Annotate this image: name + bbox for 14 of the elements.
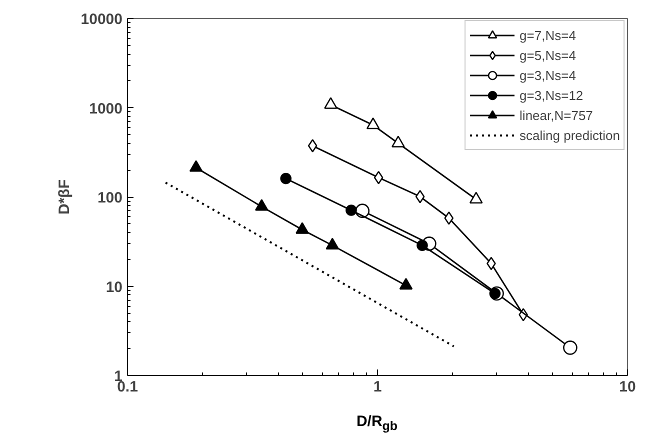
legend-label: g=5,Ns=4: [520, 48, 576, 62]
y-tick-label: 10000: [80, 11, 123, 28]
legend-label: g=3,Ns=12: [520, 88, 584, 102]
legend-label: scaling prediction: [520, 128, 620, 142]
y-tick-label: 100: [97, 190, 123, 206]
legend-label: g=7,Ns=4: [520, 28, 576, 42]
x-axis-title: D/R$_{gb}$: [356, 412, 398, 435]
y-tick-label: 10: [106, 278, 123, 296]
legend-label: g=3,Ns=4: [520, 68, 576, 82]
y-axis-title: D*βF: [56, 179, 73, 214]
y-tick-label: 1000: [89, 100, 123, 118]
x-tick-label: 10: [619, 378, 636, 396]
x-tick-label: 1: [373, 378, 382, 396]
legend-label: linear,N=757: [520, 108, 593, 122]
